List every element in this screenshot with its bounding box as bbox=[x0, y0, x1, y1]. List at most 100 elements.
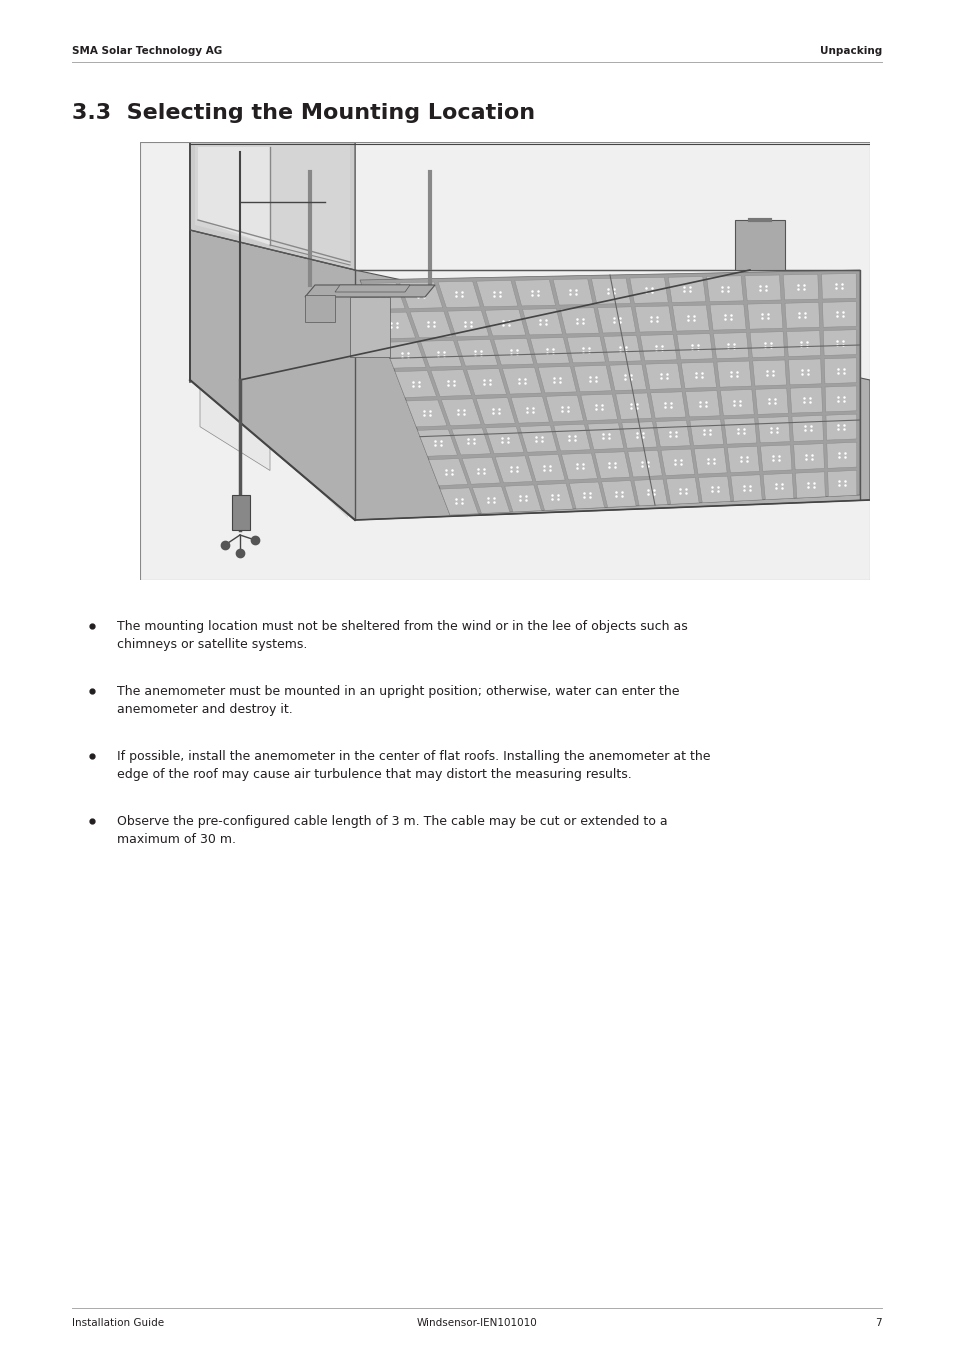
Polygon shape bbox=[665, 477, 699, 504]
Polygon shape bbox=[795, 472, 824, 498]
Polygon shape bbox=[417, 430, 456, 456]
Polygon shape bbox=[566, 337, 605, 362]
Polygon shape bbox=[720, 389, 754, 415]
Polygon shape bbox=[198, 147, 270, 245]
Polygon shape bbox=[672, 306, 709, 331]
Polygon shape bbox=[677, 334, 712, 360]
Text: 3.3  Selecting the Mounting Location: 3.3 Selecting the Mounting Location bbox=[71, 103, 535, 123]
Polygon shape bbox=[553, 279, 593, 306]
Polygon shape bbox=[791, 415, 822, 442]
Polygon shape bbox=[685, 391, 720, 416]
Polygon shape bbox=[825, 414, 856, 441]
Polygon shape bbox=[429, 458, 467, 485]
Polygon shape bbox=[194, 142, 348, 518]
Polygon shape bbox=[484, 310, 525, 335]
Polygon shape bbox=[335, 285, 410, 292]
Text: Installation Guide: Installation Guide bbox=[71, 1318, 164, 1328]
Polygon shape bbox=[706, 276, 742, 301]
Polygon shape bbox=[561, 453, 597, 480]
Polygon shape bbox=[437, 281, 479, 308]
Text: Unpacking: Unpacking bbox=[819, 46, 882, 55]
Polygon shape bbox=[476, 397, 515, 425]
Polygon shape bbox=[587, 423, 623, 449]
Polygon shape bbox=[723, 418, 756, 445]
Polygon shape bbox=[827, 470, 856, 496]
Polygon shape bbox=[530, 338, 569, 364]
Polygon shape bbox=[821, 301, 856, 327]
Polygon shape bbox=[502, 368, 541, 393]
Polygon shape bbox=[305, 295, 335, 322]
Polygon shape bbox=[760, 445, 791, 472]
Polygon shape bbox=[466, 369, 506, 395]
Polygon shape bbox=[476, 280, 517, 307]
Polygon shape bbox=[762, 473, 793, 500]
Polygon shape bbox=[594, 452, 629, 479]
Polygon shape bbox=[660, 449, 694, 476]
Polygon shape bbox=[621, 422, 657, 448]
Polygon shape bbox=[615, 393, 651, 419]
Polygon shape bbox=[580, 395, 617, 420]
Polygon shape bbox=[645, 364, 680, 389]
Polygon shape bbox=[789, 387, 821, 414]
Polygon shape bbox=[744, 274, 781, 300]
Polygon shape bbox=[399, 283, 442, 308]
Polygon shape bbox=[190, 230, 869, 521]
Polygon shape bbox=[559, 308, 598, 334]
Polygon shape bbox=[447, 311, 489, 337]
Text: The mounting location must not be sheltered from the wind or in the lee of objec: The mounting location must not be shelte… bbox=[117, 621, 687, 652]
Polygon shape bbox=[786, 331, 820, 357]
Text: If possible, install the anemometer in the center of flat roofs. Installing the : If possible, install the anemometer in t… bbox=[117, 750, 710, 781]
Polygon shape bbox=[373, 312, 416, 339]
Polygon shape bbox=[190, 142, 355, 521]
Polygon shape bbox=[441, 399, 480, 426]
Polygon shape bbox=[456, 339, 497, 366]
Polygon shape bbox=[757, 416, 789, 443]
Polygon shape bbox=[603, 335, 640, 362]
Polygon shape bbox=[406, 400, 447, 427]
Polygon shape bbox=[200, 273, 270, 470]
Polygon shape bbox=[822, 330, 856, 356]
Polygon shape bbox=[461, 457, 499, 484]
Polygon shape bbox=[821, 273, 856, 299]
Polygon shape bbox=[749, 331, 784, 357]
Polygon shape bbox=[627, 450, 661, 477]
Polygon shape bbox=[395, 370, 436, 397]
Polygon shape bbox=[629, 277, 667, 303]
Polygon shape bbox=[420, 341, 461, 366]
Polygon shape bbox=[537, 484, 573, 511]
Polygon shape bbox=[782, 274, 818, 300]
Polygon shape bbox=[734, 220, 784, 270]
Polygon shape bbox=[591, 279, 630, 304]
Polygon shape bbox=[650, 392, 685, 418]
Polygon shape bbox=[639, 334, 677, 361]
Polygon shape bbox=[472, 487, 510, 514]
Polygon shape bbox=[383, 342, 426, 368]
Polygon shape bbox=[635, 306, 672, 333]
Polygon shape bbox=[698, 476, 730, 503]
Polygon shape bbox=[528, 454, 564, 481]
Polygon shape bbox=[190, 142, 355, 270]
Polygon shape bbox=[361, 283, 405, 310]
Text: The anemometer must be mounted in an upright position; otherwise, water can ente: The anemometer must be mounted in an upr… bbox=[117, 685, 679, 717]
Polygon shape bbox=[305, 285, 435, 297]
Polygon shape bbox=[655, 420, 690, 446]
Polygon shape bbox=[793, 443, 823, 469]
Polygon shape bbox=[504, 485, 541, 512]
Polygon shape bbox=[824, 385, 856, 412]
Polygon shape bbox=[730, 475, 761, 502]
Polygon shape bbox=[431, 369, 471, 396]
Polygon shape bbox=[609, 364, 646, 391]
Polygon shape bbox=[689, 419, 722, 445]
Polygon shape bbox=[784, 303, 819, 329]
Polygon shape bbox=[537, 366, 576, 393]
Polygon shape bbox=[553, 425, 590, 450]
Polygon shape bbox=[717, 361, 751, 387]
Polygon shape bbox=[451, 429, 490, 454]
Polygon shape bbox=[359, 270, 859, 515]
Polygon shape bbox=[494, 338, 533, 365]
Polygon shape bbox=[439, 488, 477, 515]
Polygon shape bbox=[826, 442, 856, 468]
Polygon shape bbox=[350, 297, 390, 357]
Polygon shape bbox=[694, 448, 726, 475]
Polygon shape bbox=[667, 277, 705, 303]
